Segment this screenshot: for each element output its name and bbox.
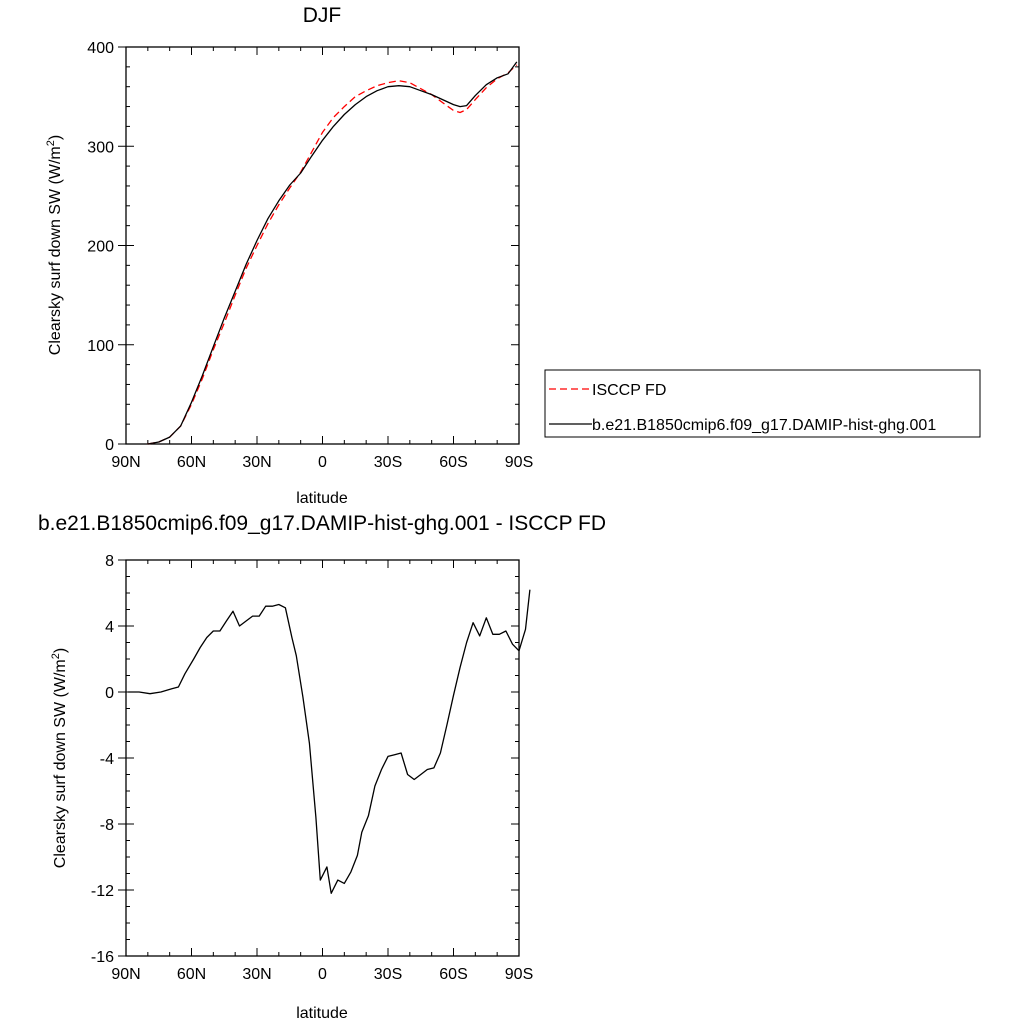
series-lines bbox=[147, 61, 518, 445]
x-tick-label: 30S bbox=[374, 966, 402, 983]
y-tick-label: 200 bbox=[87, 239, 114, 256]
x-tick-label: 90S bbox=[505, 966, 533, 983]
x-tick-label: 60S bbox=[439, 454, 467, 471]
x-tick-label: 30N bbox=[242, 966, 271, 983]
legend-box bbox=[544, 369, 981, 438]
djf-line-plot: DJF 90N 60N 30N 0 30S 60S 90S 0 100 200 300 400 la… bbox=[45, 4, 981, 507]
x-tick-label: 60S bbox=[439, 966, 467, 983]
y-axis-label-superscript: 2 bbox=[50, 653, 62, 659]
axis-ticks bbox=[118, 46, 520, 445]
plot-title: DJF bbox=[303, 4, 342, 27]
y-tick-label: -4 bbox=[100, 751, 114, 768]
legend-label-model: b.e21.B1850cmip6.f09_g17.DAMIP-hist-ghg.… bbox=[592, 417, 936, 434]
y-tick-label: -8 bbox=[100, 817, 114, 834]
y-tick-labels: -16 -12 -8 -4 0 4 8 bbox=[91, 553, 114, 966]
y-axis-label-main: Clearsky surf down SW (W/m bbox=[47, 146, 64, 355]
x-tick-label: 90N bbox=[111, 966, 140, 983]
plot-title: b.e21.B1850cmip6.f09_g17.DAMIP-hist-ghg.… bbox=[38, 512, 606, 535]
x-tick-labels: 90N 60N 30N 0 30S 60S 90S bbox=[111, 454, 533, 471]
legend-label-isccp: ISCCP FD bbox=[592, 382, 666, 399]
y-tick-label: 4 bbox=[105, 619, 114, 636]
y-tick-label: 400 bbox=[87, 40, 114, 57]
y-tick-label: 8 bbox=[105, 553, 114, 570]
y-tick-label: 300 bbox=[87, 139, 114, 156]
y-axis-label-close: ) bbox=[47, 135, 64, 140]
plot-frame bbox=[125, 559, 520, 957]
x-tick-label: 30N bbox=[242, 454, 271, 471]
y-axis-label: Clearsky surf down SW (W/m2) bbox=[45, 135, 64, 355]
x-tick-labels: 90N 60N 30N 0 30S 60S 90S bbox=[111, 966, 533, 983]
difference-line bbox=[128, 589, 531, 894]
x-tick-label: 0 bbox=[318, 454, 327, 471]
y-axis-label-superscript: 2 bbox=[45, 140, 57, 146]
x-tick-label: 60N bbox=[177, 454, 206, 471]
model-line bbox=[147, 61, 518, 445]
series-lines bbox=[128, 589, 531, 894]
isccp-fd-line bbox=[147, 64, 518, 445]
y-tick-labels: 0 100 200 300 400 bbox=[87, 40, 114, 454]
y-tick-label: -16 bbox=[91, 949, 114, 966]
y-axis-label: Clearsky surf down SW (W/m2) bbox=[50, 648, 69, 868]
difference-line-plot: b.e21.B1850cmip6.f09_g17.DAMIP-hist-ghg.… bbox=[38, 512, 606, 1022]
y-tick-label: 0 bbox=[105, 437, 114, 454]
x-tick-label: 90N bbox=[111, 454, 140, 471]
x-axis-label: latitude bbox=[296, 1005, 348, 1022]
x-tick-label: 90S bbox=[505, 454, 533, 471]
x-tick-label: 0 bbox=[318, 966, 327, 983]
y-axis-label-main: Clearsky surf down SW (W/m bbox=[52, 659, 69, 868]
y-tick-label: -12 bbox=[91, 883, 114, 900]
y-axis-label-close: ) bbox=[52, 648, 69, 653]
x-tick-label: 30S bbox=[374, 454, 402, 471]
x-axis-label: latitude bbox=[296, 490, 348, 507]
y-tick-label: 0 bbox=[105, 685, 114, 702]
axis-ticks bbox=[118, 559, 520, 957]
y-tick-label: 100 bbox=[87, 338, 114, 355]
x-tick-label: 60N bbox=[177, 966, 206, 983]
legend: ISCCP FD b.e21.B1850cmip6.f09_g17.DAMIP-… bbox=[544, 369, 981, 438]
